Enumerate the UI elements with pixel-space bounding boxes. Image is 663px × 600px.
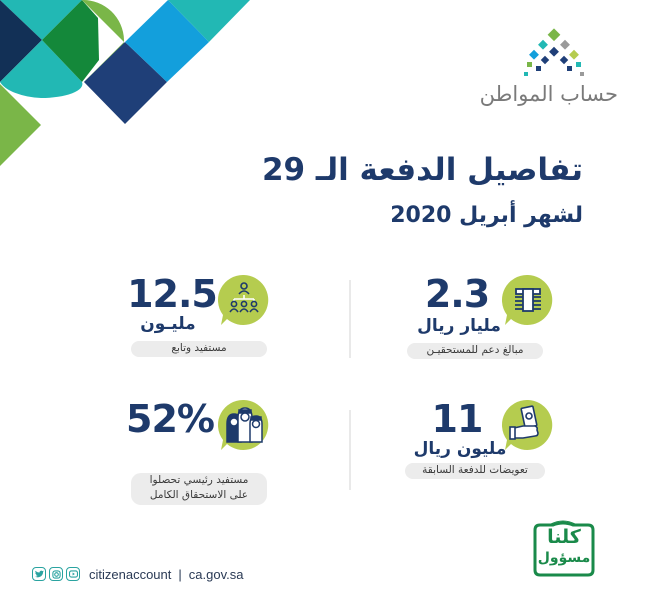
stat-label: مستفيد وتابع [131, 341, 267, 357]
stat-support-amount: 2.3 مليار ريال مبالغ دعم للمستحقيـن [395, 268, 565, 388]
family-tree-icon [217, 274, 269, 325]
stat-value: 12.5 [127, 272, 218, 316]
stat-beneficiaries: 12.5 مليـون مستفيد وتابع [125, 268, 295, 388]
stat-unit: مليار ريال [417, 316, 501, 336]
stat-label-line1: مستفيد رئيسي تحصلوا [149, 474, 249, 486]
decorative-pattern [0, 0, 250, 166]
social-handle[interactable]: citizenaccount [89, 566, 172, 582]
kulluna-masool-badge-icon [533, 520, 595, 577]
divider-bottom [349, 410, 351, 490]
instagram-icon[interactable] [49, 567, 63, 581]
page-title: تفاصيل الدفعة الـ 29 [261, 152, 583, 188]
badge-line1: كلنا [547, 526, 581, 548]
stat-label: تعويضات للدفعة السابقة [405, 463, 545, 479]
stat-label: مستفيد رئيسي تحصلوا على الاستحقاق الكامل [131, 473, 267, 505]
hand-money-icon [501, 399, 553, 450]
badge-line2: مسؤول [537, 550, 591, 566]
stat-label: مبالغ دعم للمستحقيـن [407, 343, 543, 359]
youtube-icon[interactable] [66, 567, 80, 581]
money-stack-icon [501, 274, 553, 325]
stat-compensation: 11 مليون ريال تعويضات للدفعة السابقة [395, 393, 565, 513]
stat-value: 2.3 [424, 272, 490, 316]
stat-label-line2: على الاستحقاق الكامل [149, 489, 249, 501]
website-link[interactable]: ca.gov.sa [188, 566, 244, 582]
stat-value: 52% [126, 397, 215, 441]
stat-unit: مليـون [140, 314, 196, 334]
stat-unit: مليون ريال [413, 439, 507, 459]
stat-full-entitlement: 52% مستفيد رئيسي تحصلوا على الاستحقاق ال… [125, 393, 295, 513]
family-people-icon [217, 399, 269, 450]
divider-top [349, 280, 351, 358]
twitter-icon[interactable] [32, 567, 46, 581]
logo-text: حساب المواطن [479, 82, 618, 106]
citizen-account-logo-icon [524, 28, 584, 76]
footer-separator: | [178, 566, 182, 582]
footer: citizenaccount | ca.gov.sa [32, 566, 243, 582]
page-subtitle: لشهر أبريل 2020 [390, 203, 583, 228]
stat-value: 11 [431, 397, 484, 441]
